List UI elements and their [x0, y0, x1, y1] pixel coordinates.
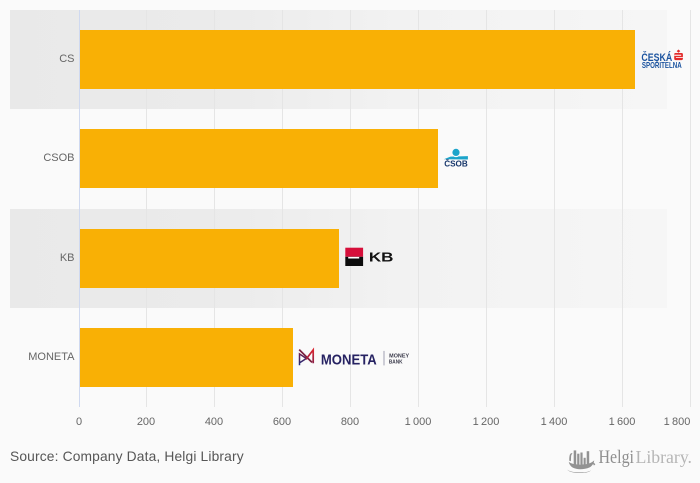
- svg-text:BANK: BANK: [389, 359, 403, 365]
- svg-text:ČESKÁ: ČESKÁ: [641, 51, 672, 64]
- svg-text:MONEY: MONEY: [389, 353, 409, 359]
- svg-text:MONETA: MONETA: [321, 351, 377, 368]
- svg-text:SPOŘITELNA: SPOŘITELNA: [642, 59, 682, 70]
- svg-text:ČSOB: ČSOB: [444, 157, 468, 168]
- svg-text:Library.: Library.: [636, 447, 693, 467]
- svg-text:Helgi: Helgi: [599, 448, 635, 468]
- svg-text:KB: KB: [369, 250, 394, 265]
